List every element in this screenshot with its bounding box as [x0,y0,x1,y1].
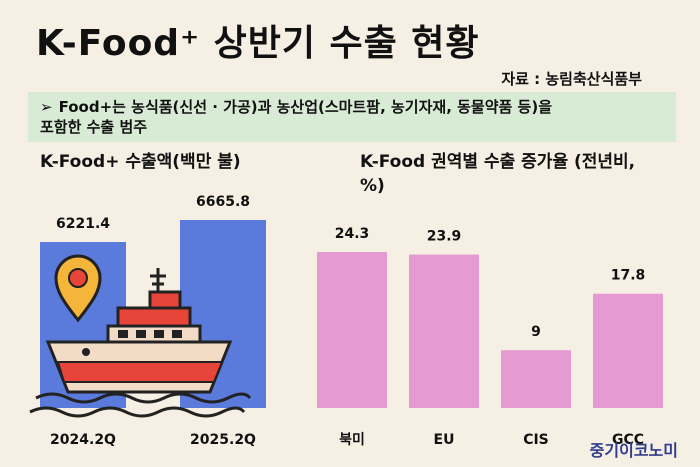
source-label: 자료 : 농림축산식품부 [501,70,642,88]
left-chart-value-label-0: 6221.4 [56,216,110,232]
page-title: K-Food⁺ 상반기 수출 현황 [36,23,480,64]
right-chart-title: K-Food 권역별 수출 증가율 (전년비, %) [360,152,636,196]
right-chart-value-label-1: 23.9 [427,229,462,245]
note-box: ➢ Food+는 농식품(신선 · 가공)과 농산업(스마트팜, 농기자재, 동물… [28,92,676,142]
left-chart-value-label-1: 6665.8 [196,194,250,210]
right-chart-bar-3 [593,293,663,408]
brand-logo: 중기이코노미 [589,441,678,460]
note-line-1: ➢ Food+는 농식품(신선 · 가공)과 농산업(스마트팜, 농기자재, 동물… [40,97,664,117]
right-bar-chart: 24.3 북미 23.9 EU 9 CIS 17.8 GCC [317,226,663,448]
note-text-1: Food+는 농식품(신선 · 가공)과 농산업(스마트팜, 농기자재, 동물약… [58,98,553,116]
right-chart-category-label-1: EU [434,432,455,448]
bullet-arrow-icon: ➢ [40,98,53,116]
right-chart-category-label-3: GCC [612,432,644,448]
right-chart-bar-2 [501,350,571,408]
right-chart-value-label-3: 17.8 [611,268,646,284]
right-chart-value-label-2: 9 [531,324,541,340]
right-chart-value-label-0: 24.3 [335,226,370,242]
right-chart-category-label-2: CIS [523,432,549,448]
left-chart-title: K-Food+ 수출액(백만 불) [40,152,241,172]
right-chart-category-label-0: 북미 [339,432,365,448]
left-chart-category-label-0: 2024.2Q [50,432,116,448]
cargo-ship-icon [29,254,252,418]
right-chart-bar-1 [409,254,479,408]
note-line-2: 포함한 수출 범주 [40,118,148,136]
right-chart-bar-0 [317,252,387,408]
left-chart-category-label-1: 2025.2Q [190,432,256,448]
